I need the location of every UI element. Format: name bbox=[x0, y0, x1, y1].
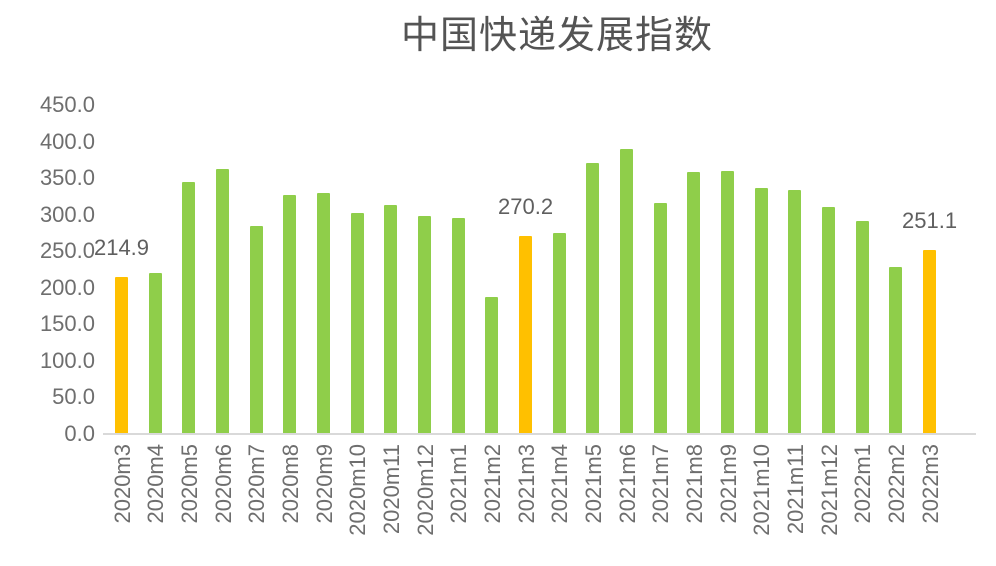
bar-2021m9 bbox=[721, 170, 735, 434]
bar-2021m11 bbox=[788, 189, 802, 434]
x-tick-label-2020m3: 2020m3 bbox=[109, 444, 135, 524]
x-tick-label-2020m9: 2020m9 bbox=[311, 444, 337, 524]
bar-2022m3 bbox=[923, 250, 937, 434]
bar-2021m7 bbox=[653, 202, 667, 434]
bar-2020m4 bbox=[148, 273, 162, 434]
bar-2021m4 bbox=[552, 232, 566, 434]
x-tick-label-2020m8: 2020m8 bbox=[277, 444, 303, 524]
bar-2020m10 bbox=[350, 213, 364, 434]
bar-2022m2 bbox=[889, 267, 903, 434]
x-tick-label-2021m4: 2021m4 bbox=[547, 444, 573, 524]
bar-2020m3 bbox=[115, 276, 128, 434]
bar-2020m9 bbox=[317, 192, 331, 434]
x-tick-label-2021m7: 2021m7 bbox=[648, 444, 674, 524]
x-tick-label-2020m6: 2020m6 bbox=[210, 444, 236, 524]
y-tick-label: 100.0 bbox=[39, 347, 95, 373]
x-tick-label-2021m1: 2021m1 bbox=[446, 444, 472, 524]
x-axis-line bbox=[103, 433, 976, 435]
data-label-2022m3: 251.1 bbox=[902, 208, 958, 234]
x-tick-label-2022m1: 2022m1 bbox=[850, 444, 876, 524]
x-tick-label-2020m7: 2020m7 bbox=[244, 444, 270, 524]
bar-2020m6 bbox=[216, 168, 229, 434]
x-tick-label-2021m6: 2021m6 bbox=[614, 444, 640, 524]
bar-2021m5 bbox=[586, 162, 600, 434]
x-tick-label-2021m8: 2021m8 bbox=[681, 444, 707, 524]
chart-title: 中国快递发展指数 bbox=[400, 15, 713, 57]
x-tick-label-2021m10: 2021m10 bbox=[749, 444, 775, 536]
y-tick-label: 250.0 bbox=[39, 238, 95, 264]
bar-2021m2 bbox=[485, 296, 499, 434]
bar-2021m3 bbox=[519, 236, 533, 434]
x-tick-label-2020m12: 2020m12 bbox=[412, 444, 438, 536]
y-tick-label: 450.0 bbox=[39, 92, 95, 117]
x-tick-label-2022m2: 2022m2 bbox=[883, 444, 909, 524]
x-tick-label-2020m4: 2020m4 bbox=[143, 444, 169, 524]
x-tick-label-2021m3: 2021m3 bbox=[513, 444, 539, 524]
bar-2021m8 bbox=[687, 172, 701, 434]
x-tick-label-2021m9: 2021m9 bbox=[715, 444, 741, 524]
bar-2021m12 bbox=[822, 207, 836, 434]
x-tick-label-2021m2: 2021m2 bbox=[479, 444, 505, 524]
bar-2020m5 bbox=[182, 181, 196, 434]
x-tick-label-2020m10: 2020m10 bbox=[345, 444, 371, 536]
y-tick-label: 150.0 bbox=[39, 311, 95, 337]
bar-2021m6 bbox=[620, 148, 634, 434]
y-tick-label: 0.0 bbox=[64, 421, 95, 446]
data-label-2021m3: 270.2 bbox=[498, 194, 554, 220]
bar-2020m12 bbox=[418, 216, 432, 434]
y-tick-label: 200.0 bbox=[39, 274, 95, 300]
x-tick-label-2021m11: 2021m11 bbox=[782, 444, 808, 535]
y-tick-label: 400.0 bbox=[39, 128, 95, 154]
bar-2021m10 bbox=[754, 187, 768, 434]
y-tick-label: 350.0 bbox=[39, 165, 95, 191]
bar-2021m1 bbox=[451, 217, 465, 434]
bar-2020m8 bbox=[283, 194, 297, 434]
x-tick-label-2020m11: 2020m11 bbox=[378, 444, 404, 535]
x-tick-label-2022m3: 2022m3 bbox=[917, 444, 943, 524]
x-tick-label-2020m5: 2020m5 bbox=[176, 444, 202, 524]
x-tick-label-2021m5: 2021m5 bbox=[580, 444, 606, 524]
y-tick-label: 300.0 bbox=[39, 201, 95, 227]
bar-2020m11 bbox=[384, 205, 398, 434]
bar-2022m1 bbox=[855, 220, 869, 434]
y-tick-label: 50.0 bbox=[52, 384, 95, 410]
x-tick-label-2021m12: 2021m12 bbox=[816, 444, 842, 536]
data-label-2020m3: 214.9 bbox=[93, 234, 150, 260]
bar-2020m7 bbox=[249, 226, 263, 434]
